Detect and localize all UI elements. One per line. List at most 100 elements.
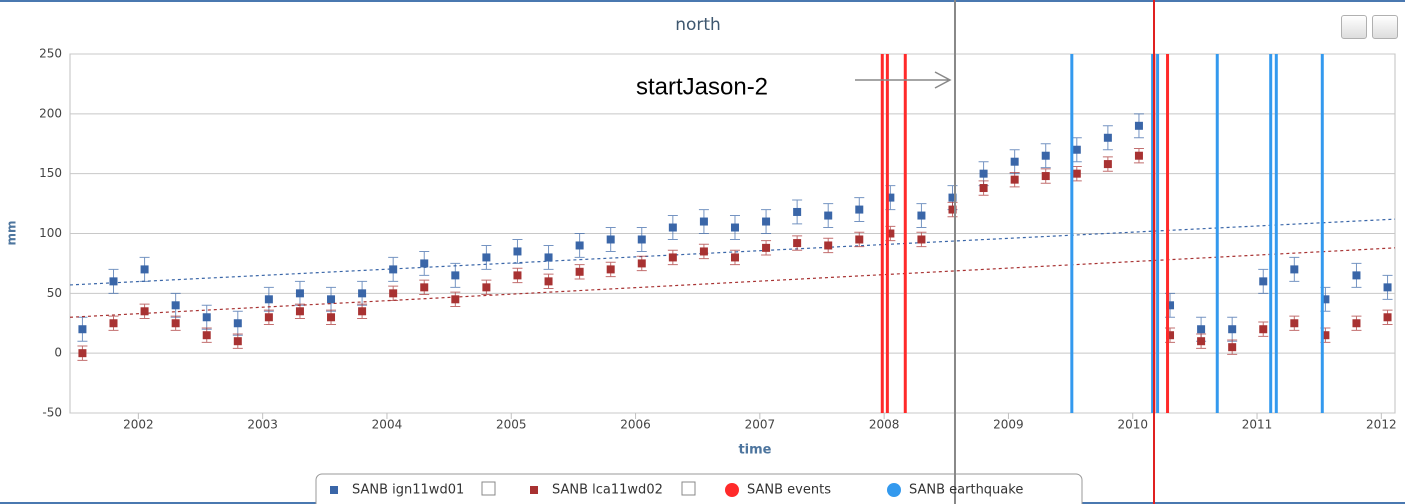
y-tick-label: 200 xyxy=(39,106,62,120)
y-tick-label: 100 xyxy=(39,226,62,240)
y-axis-label: mm xyxy=(5,220,19,245)
point xyxy=(544,277,553,286)
point xyxy=(482,283,491,292)
point xyxy=(1041,151,1050,160)
point xyxy=(109,319,118,328)
y-tick-label: 0 xyxy=(54,346,62,360)
point xyxy=(762,217,771,226)
point xyxy=(1166,331,1175,340)
point xyxy=(917,211,926,220)
point xyxy=(171,301,180,310)
x-tick-label: 2011 xyxy=(1242,418,1273,432)
point xyxy=(575,241,584,250)
legend-label: SANB earthquake xyxy=(909,483,1023,498)
x-tick-label: 2010 xyxy=(1117,418,1148,432)
point xyxy=(824,211,833,220)
point xyxy=(1072,145,1081,154)
point xyxy=(793,239,802,248)
point xyxy=(886,193,895,202)
chart-title: north xyxy=(675,15,721,35)
point xyxy=(948,205,957,214)
print-button[interactable] xyxy=(1341,15,1367,39)
point xyxy=(1103,133,1112,142)
point xyxy=(358,307,367,316)
legend-checkbox[interactable] xyxy=(681,481,696,496)
legend-symbol xyxy=(887,483,901,497)
point xyxy=(1197,337,1206,346)
point xyxy=(420,283,429,292)
point xyxy=(948,193,957,202)
point xyxy=(202,313,211,322)
point xyxy=(1041,172,1050,181)
x-tick-label: 2005 xyxy=(496,418,527,432)
point xyxy=(606,235,615,244)
point xyxy=(1321,331,1330,340)
x-tick-label: 2006 xyxy=(620,418,651,432)
point xyxy=(451,295,460,304)
trend-line xyxy=(69,218,1396,286)
point xyxy=(917,235,926,244)
point xyxy=(1166,301,1175,310)
legend-label: SANB lca11wd02 xyxy=(552,483,663,498)
point xyxy=(78,349,87,358)
point xyxy=(513,271,522,280)
point xyxy=(855,235,864,244)
point xyxy=(140,265,149,274)
point xyxy=(1072,169,1081,178)
x-tick-label: 2002 xyxy=(123,418,154,432)
point xyxy=(1290,319,1299,328)
y-tick-label: -50 xyxy=(42,406,62,420)
point xyxy=(668,223,677,232)
point xyxy=(824,241,833,250)
download-button[interactable] xyxy=(1372,15,1398,39)
point xyxy=(1321,295,1330,304)
x-tick-label: 2009 xyxy=(993,418,1024,432)
x-tick-label: 2007 xyxy=(745,418,776,432)
legend-symbol xyxy=(330,486,338,494)
point xyxy=(699,217,708,226)
point xyxy=(637,235,646,244)
point xyxy=(1134,121,1143,130)
y-tick-label: 250 xyxy=(39,47,62,61)
x-tick-label: 2012 xyxy=(1366,418,1397,432)
point xyxy=(762,243,771,252)
point xyxy=(1197,325,1206,334)
point xyxy=(1383,313,1392,322)
x-tick-label: 2003 xyxy=(247,418,278,432)
point xyxy=(1259,325,1268,334)
point xyxy=(451,271,460,280)
trend-line xyxy=(69,247,1396,318)
point xyxy=(295,307,304,316)
point xyxy=(513,247,522,256)
point xyxy=(637,259,646,268)
point xyxy=(1290,265,1299,274)
point xyxy=(264,313,273,322)
point xyxy=(668,253,677,262)
x-axis-label: time xyxy=(738,443,771,458)
x-tick-label: 2008 xyxy=(869,418,900,432)
legend-checkbox[interactable] xyxy=(481,481,496,496)
point xyxy=(389,289,398,298)
point xyxy=(140,307,149,316)
legend-label: SANB ign11wd01 xyxy=(352,483,464,498)
point xyxy=(233,319,242,328)
legend-label: SANB events xyxy=(747,483,831,498)
point xyxy=(1103,160,1112,169)
point xyxy=(855,205,864,214)
y-tick-label: 150 xyxy=(39,166,62,180)
point xyxy=(699,247,708,256)
point xyxy=(1352,319,1361,328)
point xyxy=(1352,271,1361,280)
point xyxy=(793,207,802,216)
point xyxy=(1383,283,1392,292)
point xyxy=(1010,157,1019,166)
point xyxy=(327,313,336,322)
point xyxy=(109,277,118,286)
point xyxy=(1228,343,1237,352)
point xyxy=(264,295,273,304)
point xyxy=(979,169,988,178)
point xyxy=(1228,325,1237,334)
point xyxy=(233,337,242,346)
point xyxy=(358,289,367,298)
point xyxy=(886,229,895,238)
